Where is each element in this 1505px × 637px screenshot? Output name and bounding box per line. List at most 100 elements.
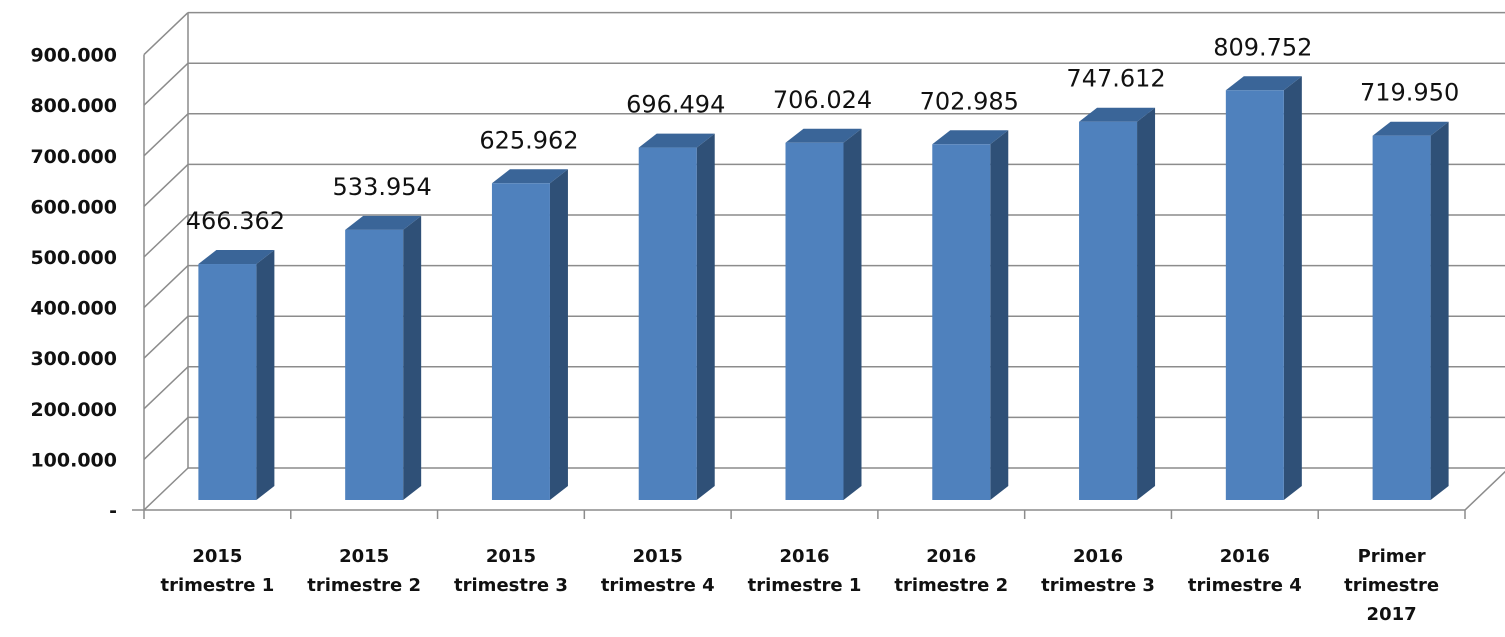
x-tick-label-line: trimestre 1 bbox=[748, 575, 862, 596]
bar-side bbox=[1430, 121, 1449, 501]
y-tick-label: - bbox=[109, 500, 117, 522]
data-label: 702.985 bbox=[920, 87, 1019, 115]
x-tick-label: 2015 trimestre 4 bbox=[601, 546, 715, 596]
y-tick-label: 300.000 bbox=[30, 348, 117, 370]
axes bbox=[132, 470, 1505, 519]
bar bbox=[638, 133, 715, 500]
gridline-side bbox=[143, 366, 189, 410]
gridline-side bbox=[143, 163, 189, 207]
bar-top bbox=[491, 169, 568, 184]
x-tick-label: 2015 trimestre 1 bbox=[160, 546, 274, 596]
x-tick-label-line: 2015 bbox=[633, 546, 683, 567]
bar-front bbox=[638, 147, 697, 500]
x-tick-label-line: trimestre 3 bbox=[454, 575, 568, 596]
bar-top bbox=[932, 130, 1009, 145]
x-tick-label-line: trimestre 4 bbox=[601, 575, 715, 596]
y-axis-tick-labels: - 100.000 200.000 300.000 400.000 500.000 600.… bbox=[30, 45, 117, 522]
x-tick-label-line: 2016 bbox=[1073, 546, 1123, 567]
bar-side bbox=[403, 215, 422, 500]
y-tick-label: 200.000 bbox=[30, 399, 117, 421]
bar-front bbox=[1225, 90, 1284, 500]
x-tick-label: 2016 trimestre 2 bbox=[894, 546, 1008, 596]
x-tick-label-line: 2017 bbox=[1367, 604, 1417, 625]
data-label: 719.950 bbox=[1360, 79, 1459, 107]
data-label: 466.362 bbox=[186, 207, 285, 235]
bar-front bbox=[785, 142, 844, 500]
x-tick-label-line: trimestre 4 bbox=[1188, 575, 1302, 596]
gridline-side bbox=[143, 62, 189, 106]
x-tick-label-line: trimestre 3 bbox=[1041, 575, 1155, 596]
bar-side bbox=[1283, 76, 1302, 500]
bar-front bbox=[1372, 135, 1431, 500]
gridline-side bbox=[143, 265, 189, 309]
x-tick-label-line: trimestre 1 bbox=[160, 575, 274, 596]
bar-front bbox=[932, 144, 991, 500]
bar-side bbox=[1137, 107, 1156, 501]
x-tick-label-line: trimestre 2 bbox=[894, 575, 1008, 596]
data-label: 533.954 bbox=[333, 173, 432, 201]
x-tick-label-line: 2016 bbox=[1220, 546, 1270, 567]
bar-front bbox=[198, 264, 257, 500]
x-tick-label-line: trimestre bbox=[1344, 575, 1439, 596]
chart-back-wall bbox=[143, 12, 189, 510]
x-tick-label-line: trimestre 2 bbox=[307, 575, 421, 596]
bar-side bbox=[990, 130, 1009, 500]
bar-top bbox=[1079, 107, 1156, 122]
bar-top bbox=[198, 250, 275, 265]
x-tick-label-line: 2015 bbox=[339, 546, 389, 567]
bar bbox=[1372, 121, 1449, 501]
gridline-side bbox=[143, 467, 189, 511]
y-tick-label: 600.000 bbox=[30, 196, 117, 218]
bar bbox=[1079, 107, 1156, 501]
x-tick-label: 2016 trimestre 1 bbox=[748, 546, 862, 596]
bar bbox=[932, 130, 1009, 500]
bar-side bbox=[256, 250, 275, 500]
bar bbox=[1225, 76, 1302, 500]
bars bbox=[198, 76, 1449, 501]
bar-front bbox=[345, 229, 404, 500]
data-label: 625.962 bbox=[479, 126, 578, 154]
y-tick-label: 800.000 bbox=[30, 95, 117, 117]
x-tick-label: 2016 trimestre 3 bbox=[1041, 546, 1155, 596]
bar-front bbox=[491, 183, 550, 500]
gridline-side bbox=[143, 315, 189, 359]
y-tick-label: 100.000 bbox=[30, 449, 117, 471]
data-label: 747.612 bbox=[1066, 65, 1165, 93]
x-tick-label: Primer trimestre 2017 bbox=[1344, 546, 1439, 625]
y-tick-label: 700.000 bbox=[30, 146, 117, 168]
bar-top bbox=[1225, 76, 1302, 91]
x-tick-label-line: Primer bbox=[1358, 546, 1426, 567]
data-label: 706.024 bbox=[773, 86, 872, 114]
x-tick-label: 2016 trimestre 4 bbox=[1188, 546, 1302, 596]
y-tick-label: 900.000 bbox=[30, 45, 117, 67]
data-label: 809.752 bbox=[1213, 33, 1312, 61]
bar-top bbox=[345, 215, 422, 230]
bar-side bbox=[696, 133, 715, 500]
gridline-side bbox=[143, 12, 189, 56]
bar bbox=[345, 215, 422, 500]
x-tick-label: 2015 trimestre 2 bbox=[307, 546, 421, 596]
x-axis-tick-labels: 2015 trimestre 1 2015 trimestre 2 2015 trimes… bbox=[160, 546, 1439, 625]
y-tick-label: 400.000 bbox=[30, 298, 117, 320]
gridline-side bbox=[143, 214, 189, 258]
bar-top bbox=[1372, 121, 1449, 136]
bar bbox=[785, 128, 862, 500]
y-tick-label: 500.000 bbox=[30, 247, 117, 269]
data-labels: 466.362 533.954 625.962 696.494 706.024 702.9… bbox=[186, 33, 1459, 235]
gridline-side bbox=[143, 113, 189, 157]
bar-front bbox=[1079, 121, 1138, 501]
floor-right-edge bbox=[1464, 470, 1505, 511]
gridline-side bbox=[143, 416, 189, 460]
x-tick-label-line: 2015 bbox=[192, 546, 242, 567]
bar bbox=[491, 169, 568, 500]
x-tick-label-line: 2016 bbox=[926, 546, 976, 567]
x-tick-label: 2015 trimestre 3 bbox=[454, 546, 568, 596]
bar-side bbox=[843, 128, 862, 500]
x-tick-label-line: 2016 bbox=[779, 546, 829, 567]
bar-side bbox=[549, 169, 568, 500]
bar-top bbox=[785, 128, 862, 143]
bar bbox=[198, 250, 275, 500]
data-label: 696.494 bbox=[626, 91, 725, 119]
x-tick-label-line: 2015 bbox=[486, 546, 536, 567]
